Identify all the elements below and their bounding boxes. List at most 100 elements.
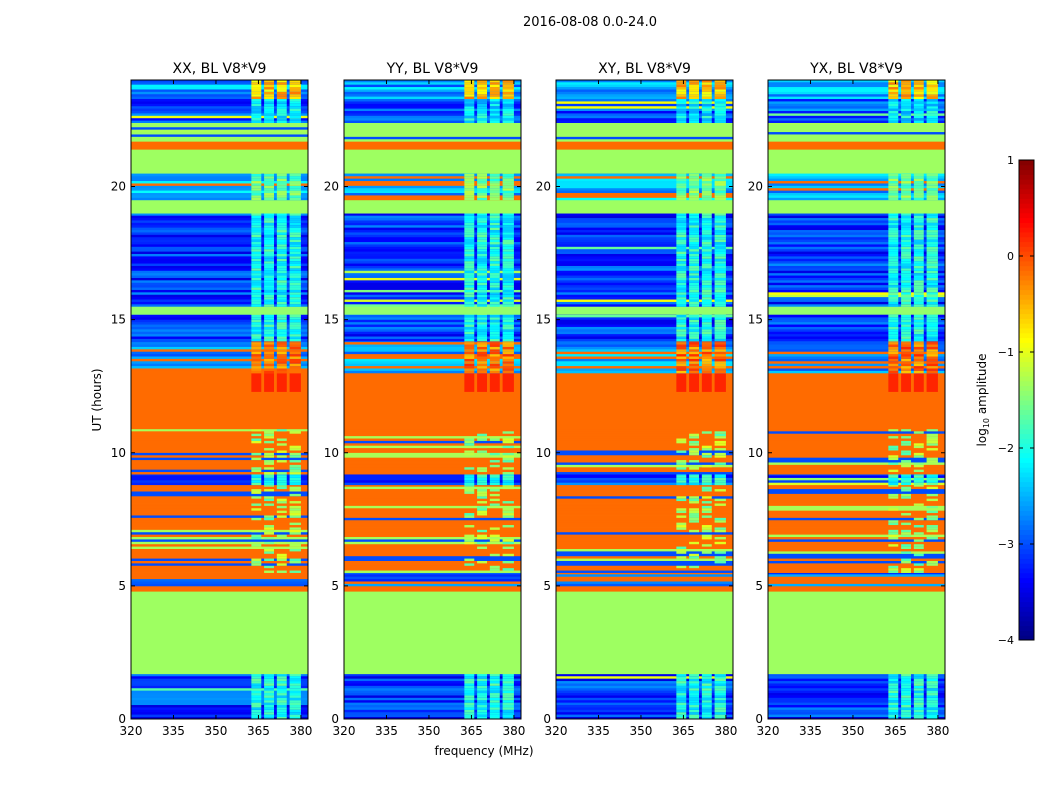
- y-tick-label: 15: [536, 313, 551, 327]
- heatmap-cell: [768, 457, 945, 461]
- heatmap-cell-rfi: [289, 324, 301, 327]
- heatmap-cell-rfi: [701, 195, 712, 198]
- heatmap-cell: [556, 105, 733, 109]
- heatmap-cell-rfi: [701, 507, 712, 511]
- heatmap-cell: [556, 695, 733, 698]
- heatmap-cell-rfi: [676, 333, 687, 337]
- heatmap-cell: [768, 486, 945, 490]
- heatmap-cell-rfi: [714, 265, 726, 269]
- heatmap-cell: [344, 484, 521, 487]
- heatmap-cell-rfi: [276, 197, 287, 201]
- heatmap-cell-rfi: [714, 178, 726, 182]
- heatmap-cell-rfi: [477, 356, 488, 359]
- heatmap-cell-rfi: [901, 282, 912, 286]
- heatmap-cell: [344, 452, 521, 456]
- heatmap-cell-rfi: [276, 192, 287, 196]
- heatmap-cell: [131, 567, 308, 571]
- heatmap-cell: [344, 239, 521, 243]
- heatmap-cell: [131, 697, 308, 701]
- heatmap-cell-rfi: [276, 372, 287, 392]
- heatmap-cell-rfi: [689, 299, 700, 302]
- heatmap-cell-rfi: [926, 277, 938, 281]
- heatmap-cell-rfi: [502, 707, 514, 710]
- heatmap-cell-rfi: [477, 282, 488, 286]
- heatmap-cell-rfi: [251, 536, 262, 540]
- heatmap-cell-rfi: [714, 527, 726, 530]
- heatmap-cell-rfi: [926, 224, 938, 228]
- heatmap-cell-rfi: [714, 270, 726, 274]
- heatmap-cell-rfi: [926, 482, 938, 486]
- colorbar-segment: [1019, 256, 1034, 262]
- heatmap-cell: [556, 124, 733, 128]
- heatmap-cell: [768, 515, 945, 518]
- heatmap-cell: [768, 122, 945, 125]
- heatmap-cell-rfi: [714, 321, 726, 325]
- heatmap-cell-rfi: [276, 346, 287, 350]
- heatmap-cell-rfi: [676, 183, 687, 186]
- heatmap-cell: [131, 585, 308, 592]
- heatmap-cell-rfi: [502, 253, 514, 257]
- heatmap-cell-rfi: [676, 522, 687, 526]
- heatmap-cell-rfi: [289, 368, 301, 371]
- heatmap-cell-rfi: [477, 546, 488, 549]
- heatmap-cell-rfi: [926, 251, 938, 254]
- heatmap-cell: [131, 454, 308, 458]
- heatmap-cell: [768, 358, 945, 362]
- heatmap-cell: [344, 709, 521, 713]
- heatmap-cell-rfi: [264, 253, 275, 257]
- heatmap-cell: [556, 149, 733, 174]
- heatmap-cell-rfi: [714, 215, 726, 219]
- heatmap-cell: [768, 138, 945, 142]
- heatmap-cell-rfi: [913, 340, 924, 343]
- heatmap-cell-rfi: [502, 289, 514, 293]
- heatmap-cell-rfi: [276, 80, 287, 83]
- heatmap-cell-rfi: [901, 464, 912, 468]
- heatmap-cell-rfi: [251, 491, 262, 494]
- heatmap-cell: [768, 351, 945, 355]
- heatmap-cell-rfi: [714, 251, 726, 254]
- heatmap-cell-rfi: [901, 86, 912, 90]
- heatmap-cell-rfi: [913, 178, 924, 182]
- heatmap-cell: [131, 365, 308, 369]
- heatmap-cell-rfi: [289, 331, 301, 335]
- heatmap-cell-rfi: [714, 536, 726, 540]
- heatmap-cell-rfi: [489, 372, 500, 392]
- heatmap-cell-rfi: [264, 680, 275, 684]
- heatmap-cell-rfi: [901, 96, 912, 100]
- heatmap-cell-rfi: [502, 81, 514, 85]
- heatmap-cell-rfi: [926, 321, 938, 325]
- heatmap: [131, 80, 308, 719]
- heatmap-cell-rfi: [489, 565, 500, 569]
- heatmap-cell-rfi: [477, 477, 488, 481]
- heatmap-cell: [131, 126, 308, 130]
- heatmap-cell-rfi: [502, 217, 514, 221]
- heatmap-cell-rfi: [276, 299, 287, 302]
- heatmap-cell-rfi: [913, 716, 924, 719]
- heatmap-cell: [556, 714, 733, 718]
- heatmap-cell: [768, 464, 945, 468]
- heatmap-cell-rfi: [926, 324, 938, 327]
- heatmap-cell-rfi: [926, 80, 938, 83]
- heatmap-cell: [131, 692, 308, 696]
- heatmap-cell-rfi: [502, 692, 514, 696]
- heatmap-cell-rfi: [264, 183, 275, 186]
- heatmap-cell: [556, 543, 733, 547]
- heatmap-cell-rfi: [901, 284, 912, 288]
- heatmap-cell-rfi: [502, 96, 514, 100]
- heatmap-cell-rfi: [489, 113, 500, 116]
- heatmap-cell-rfi: [276, 326, 287, 330]
- heatmap-cell: [344, 529, 521, 533]
- heatmap-cell: [768, 110, 945, 114]
- heatmap-cell-rfi: [276, 680, 287, 684]
- heatmap-cell-rfi: [913, 479, 924, 483]
- heatmap-cell-rfi: [901, 263, 912, 266]
- heatmap-cell: [556, 699, 733, 703]
- heatmap-cell-rfi: [276, 510, 287, 514]
- heatmap: [556, 80, 733, 719]
- heatmap-cell: [768, 197, 945, 201]
- heatmap-cell-rfi: [901, 105, 912, 109]
- heatmap-cell: [344, 358, 521, 362]
- heatmap-cell: [768, 136, 945, 140]
- heatmap-cell-rfi: [689, 291, 700, 295]
- heatmap-cell-rfi: [689, 272, 700, 276]
